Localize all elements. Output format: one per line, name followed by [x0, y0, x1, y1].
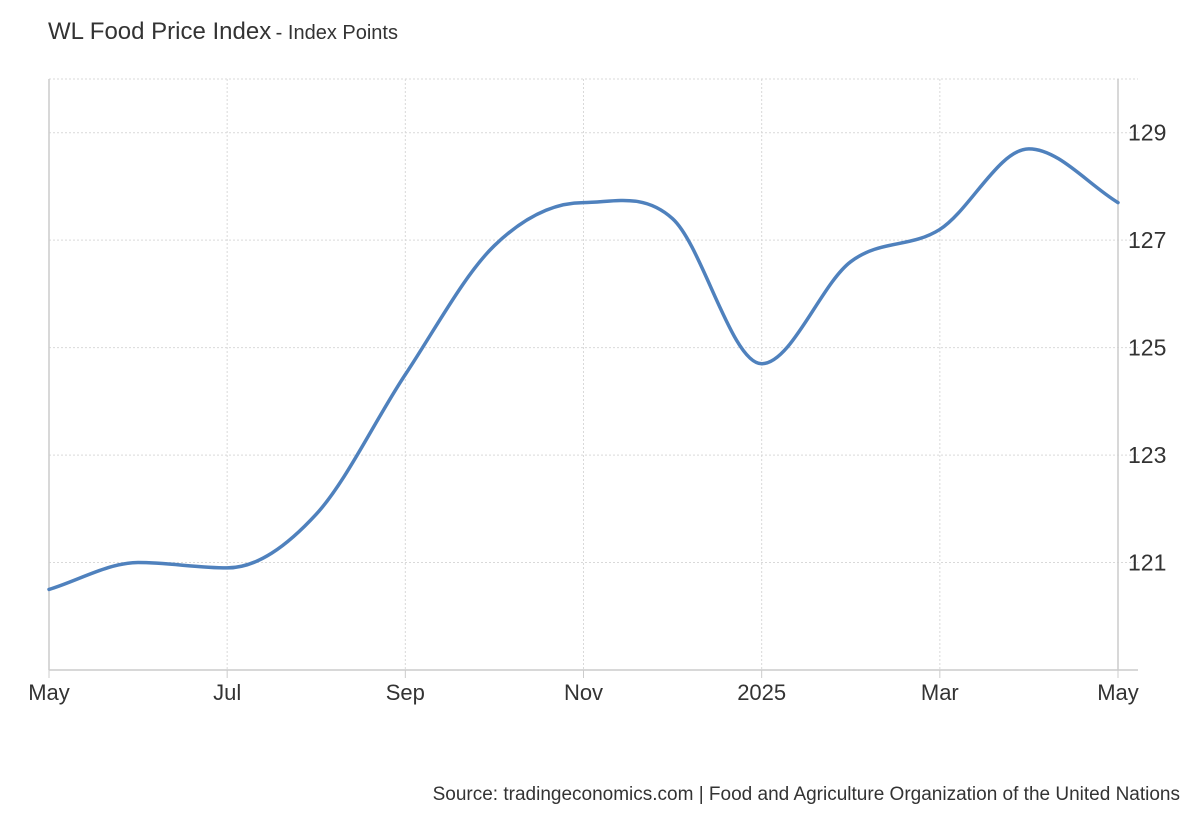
y-tick-label: 129: [1128, 120, 1166, 146]
y-tick-label: 125: [1128, 335, 1166, 361]
series-line-food-price-index: [47, 147, 1120, 592]
chart-title: WL Food Price Index - Index Points: [48, 18, 398, 46]
x-tick-label: 2025: [737, 680, 786, 705]
tick-labels: 121 123 125 127 129 May Jul Sep Nov 2025 Mar May: [28, 120, 1166, 705]
x-tick-label: Mar: [921, 680, 959, 705]
x-tick-label: Jul: [213, 680, 241, 705]
x-tick-label: Nov: [564, 680, 603, 705]
chart-title-subtitle: - Index Points: [275, 22, 398, 44]
source-attribution: Source: tradingeconomics.com | Food and …: [432, 784, 1180, 805]
y-tick-label: 121: [1128, 550, 1166, 576]
series-lines: [47, 147, 1120, 592]
y-tick-label: 127: [1128, 227, 1166, 253]
x-tick-label: May: [28, 680, 70, 705]
axes: [48, 79, 1138, 678]
x-tick-label: Sep: [386, 680, 425, 705]
chart-title-main: WL Food Price Index: [48, 18, 272, 45]
y-tick-label: 123: [1128, 442, 1166, 468]
grid-lines: [49, 78, 1138, 670]
x-tick-label: May: [1097, 680, 1139, 705]
